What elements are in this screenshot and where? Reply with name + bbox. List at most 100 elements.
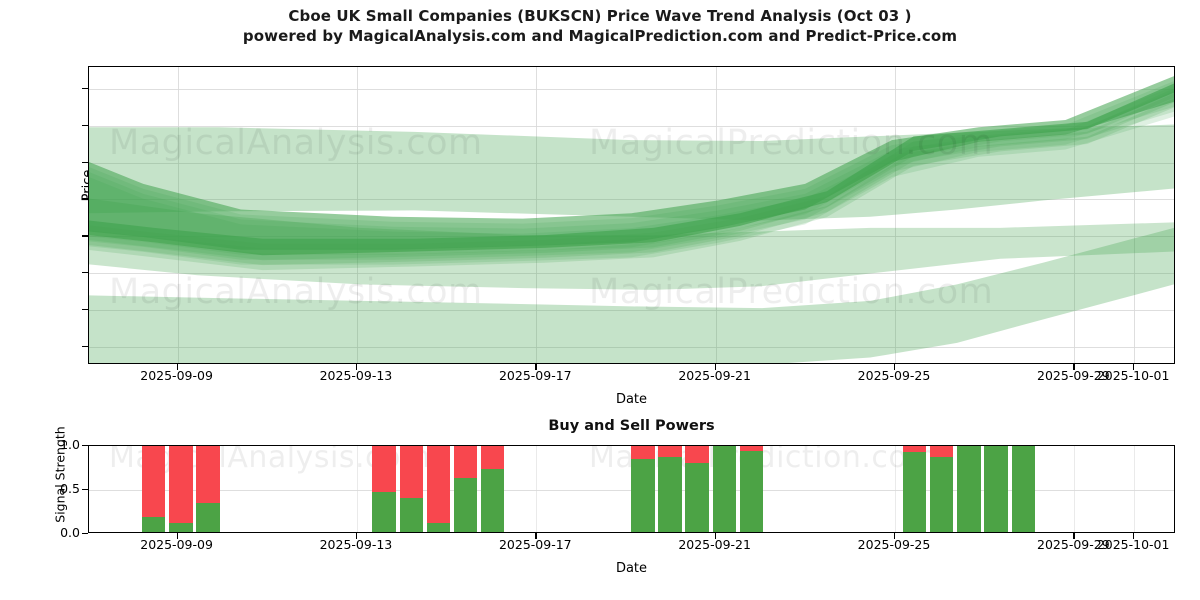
buy-power-segment <box>712 446 737 532</box>
gridline-h <box>89 162 1174 164</box>
signal-bar[interactable] <box>141 446 166 532</box>
sub-x-tick-mark <box>355 533 358 539</box>
sub-plot-area: MagicalAnalysis.com MagicalPrediction.co… <box>88 445 1175 533</box>
gridline-h <box>89 199 1174 201</box>
sub-y-tick-label: 1.0 <box>60 437 80 452</box>
inner-dense-band <box>89 83 1174 256</box>
sub-chart-title: Buy and Sell Powers <box>548 418 715 434</box>
buy-power-segment <box>631 458 655 532</box>
buy-power-segment <box>141 516 166 532</box>
inner-dense-band-echo <box>89 98 1174 271</box>
x-tick-mark <box>714 364 716 370</box>
buy-power-segment <box>399 498 423 532</box>
signal-bar[interactable] <box>169 446 193 532</box>
signal-bar[interactable] <box>631 446 655 532</box>
signal-bar[interactable] <box>984 446 1008 532</box>
x-tick-mark <box>894 364 896 370</box>
inner-dense-band-echo <box>89 93 1174 266</box>
signal-bar[interactable] <box>685 446 709 532</box>
buy-power-segment <box>739 451 764 532</box>
gridline-v <box>356 446 358 532</box>
sub-y-tick-mark <box>82 533 88 535</box>
gridline-v <box>895 446 896 532</box>
buy-power-segment <box>372 492 396 532</box>
x-tick-mark <box>355 364 358 370</box>
main-x-axis-label: Date <box>615 392 648 407</box>
price-wave-chart: Price MagicalAnalysis.com MagicalPredict… <box>81 66 1175 407</box>
gridline-v <box>536 446 538 532</box>
x-tick-mark <box>176 364 178 370</box>
gridline-h <box>89 309 1174 311</box>
sub-y-tick-label: 0.0 <box>60 525 80 540</box>
signal-bar[interactable] <box>930 446 954 532</box>
x-tick-label: 2025-09-09 <box>140 368 213 383</box>
page-title: Cboe UK Small Companies (BUKSCN) Price W… <box>0 6 1200 46</box>
sell-power-segment <box>739 446 764 452</box>
sell-power-segment <box>141 446 166 517</box>
sub-y-tick-mark <box>82 445 88 447</box>
sub-x-tick-mark <box>535 533 537 539</box>
signal-bar[interactable] <box>372 446 396 532</box>
gridline-v <box>1134 67 1136 363</box>
signal-bar[interactable] <box>957 446 981 532</box>
sell-power-segment <box>685 446 709 463</box>
gridline-v <box>1074 446 1076 532</box>
sell-power-segment <box>930 446 954 457</box>
y-tick-mark <box>82 198 88 200</box>
sell-power-segment <box>399 446 423 499</box>
sell-power-segment <box>902 446 927 453</box>
buy-power-segment <box>481 469 505 532</box>
sub-x-tick-mark <box>1133 533 1135 539</box>
y-tick-mark <box>82 345 88 347</box>
signal-bar[interactable] <box>712 446 737 532</box>
sell-power-segment <box>372 446 396 493</box>
x-tick-label: 2025-09-25 <box>857 368 931 383</box>
gridline-v <box>1134 446 1136 532</box>
signal-bar[interactable] <box>196 446 220 532</box>
sub-x-tick-mark <box>176 533 178 539</box>
title-line-1: Cboe UK Small Companies (BUKSCN) Price W… <box>288 7 912 25</box>
y-tick-mark <box>82 308 88 311</box>
y-tick-mark <box>82 124 88 127</box>
sell-power-segment <box>453 446 478 478</box>
buy-power-segment <box>169 522 193 532</box>
title-line-2: powered by MagicalAnalysis.com and Magic… <box>242 27 958 45</box>
buy-power-segment <box>658 457 682 532</box>
gridline-v <box>356 67 358 363</box>
y-tick-mark <box>82 161 88 163</box>
x-tick-label: 2025-09-29 <box>1037 368 1110 383</box>
buy-power-segment <box>957 446 981 532</box>
buy-power-segment <box>1011 446 1035 532</box>
sub-x-tick-label: 2025-09-29 <box>1037 537 1110 552</box>
signal-bar[interactable] <box>658 446 682 532</box>
buy-power-segment <box>930 456 954 532</box>
buy-power-segment <box>685 462 709 532</box>
y-tick-mark <box>82 88 88 90</box>
signal-bar[interactable] <box>453 446 478 532</box>
gridline-v <box>536 67 538 363</box>
gridline-v <box>895 67 896 363</box>
buy-power-segment <box>984 446 1008 532</box>
sub-x-axis-label: Date <box>615 561 648 576</box>
sub-y-axis-label: Signal Strength <box>52 426 68 523</box>
sell-power-segment <box>426 446 451 524</box>
sub-y-tick-label: 0.5 <box>60 481 80 496</box>
signal-bar[interactable] <box>739 446 764 532</box>
signal-bar[interactable] <box>481 446 505 532</box>
x-tick-mark <box>1133 364 1135 370</box>
buy-power-segment <box>196 502 220 532</box>
sell-power-segment <box>631 446 655 459</box>
y-tick-mark <box>82 235 88 237</box>
signal-bar[interactable] <box>399 446 423 532</box>
signal-bar[interactable] <box>1011 446 1035 532</box>
wave-bands <box>89 76 1174 363</box>
mid-lower-wide-band <box>89 198 1174 290</box>
sub-x-tick-mark <box>714 533 716 539</box>
gridline-h <box>89 273 1174 275</box>
signal-bar[interactable] <box>902 446 927 532</box>
x-tick-mark <box>535 364 537 370</box>
signal-bar[interactable] <box>426 446 451 532</box>
sub-y-tick-mark <box>82 489 88 491</box>
inner-dense-band-echo <box>89 88 1174 261</box>
